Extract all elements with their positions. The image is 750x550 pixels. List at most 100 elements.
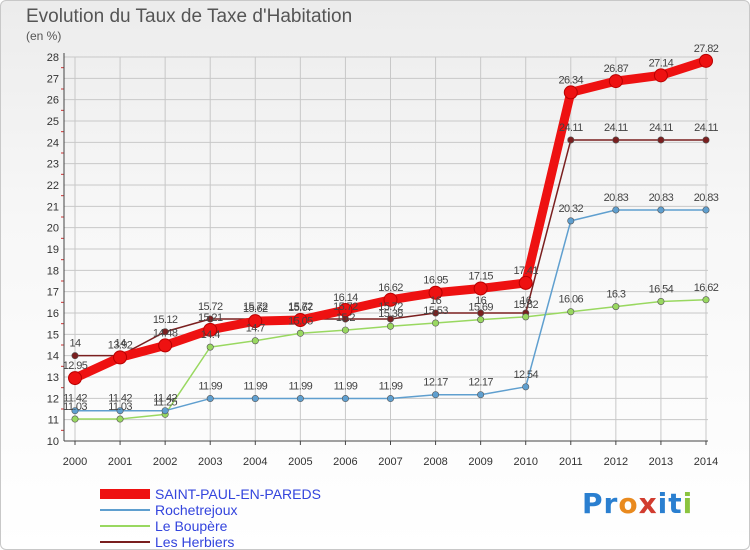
data-label: 11.99 [198,381,222,393]
data-label: 24.11 [604,122,628,134]
y-tick-label: 27 [47,73,59,85]
data-point [71,352,79,360]
data-point [702,136,710,144]
x-tick-label: 2011 [559,456,583,468]
series-lines [68,53,713,423]
data-label: 11.42 [153,393,177,405]
data-point [158,338,173,353]
y-tick-label: 20 [47,223,59,235]
data-point [432,391,440,399]
data-label: 11.99 [379,381,403,393]
data-point [386,395,394,403]
data-label: 20.83 [604,192,629,204]
data-label: 16 [520,295,532,307]
data-point [702,206,710,214]
data-label: 13.92 [108,339,133,351]
data-label: 11.99 [334,381,358,393]
data-point [71,415,79,423]
data-label: 12.17 [468,377,493,389]
data-label: 16.54 [649,283,674,295]
data-label: 11.42 [63,393,87,405]
data-label: 15.72 [333,301,358,313]
data-point [608,74,623,89]
data-point [702,296,710,304]
data-label: 11.03 [63,401,87,413]
data-label: 20.83 [649,192,674,204]
data-label: 24.11 [649,122,673,134]
logo-letter: i [657,487,669,520]
data-label: 16 [475,295,487,307]
data-point [341,326,349,334]
data-label: 12.95 [63,360,88,372]
data-point [386,315,394,323]
data-point [567,308,575,316]
data-point [71,407,79,415]
data-point [567,217,575,225]
data-label: 24.11 [694,122,718,134]
data-label: 14.4 [201,329,220,341]
data-point [612,303,620,311]
x-tick-label: 2012 [604,456,628,468]
logo-letter: x [638,487,658,520]
data-point [383,292,398,307]
x-tick-label: 2005 [288,456,312,468]
data-label: 15.72 [378,301,403,313]
grid-lines [64,56,708,442]
data-label: 15.53 [423,305,448,317]
y-tick-label: 13 [47,372,59,384]
data-label: 15.72 [243,301,268,313]
data-label: 15.72 [288,301,313,313]
data-point [161,328,169,336]
legend-swatch [100,541,150,543]
y-tick-label: 16 [47,308,59,320]
data-point [477,391,485,399]
data-point [293,313,308,328]
legend-swatch [100,509,150,511]
x-tick-label: 2007 [378,456,402,468]
x-tick-label: 2010 [513,456,537,468]
x-tick-label: 2001 [108,456,132,468]
data-point [248,314,263,329]
x-tick-label: 2013 [649,456,673,468]
y-tick-label: 26 [47,95,59,107]
data-label: 14.7 [246,323,265,335]
y-tick-label: 19 [47,244,59,256]
data-point [699,53,713,68]
data-label: 15.62 [243,303,268,315]
data-label: 15.12 [153,314,178,326]
data-label: 16 [430,295,442,307]
y-tick-label: 28 [47,52,59,64]
data-point [563,85,578,100]
logo-letter: i [682,487,694,520]
data-label: 11.99 [243,381,267,393]
legend-label: Rochetrejoux [155,502,238,518]
logo-letter: r [603,487,619,520]
y-tick-label: 22 [47,180,59,192]
y-tick-label: 18 [47,265,59,277]
data-point [116,407,124,415]
legend-label: Le Boupère [155,518,228,534]
data-point [612,206,620,214]
y-tick-label: 24 [47,137,59,149]
data-point [432,319,440,327]
data-label: 11.99 [288,381,312,393]
y-tick-label: 10 [47,436,59,448]
logo-letter: o [618,487,639,520]
axes: 10 11 12 13 14 15 16 17 18 19 20 21 22 23 24 25 26 27 28 20… [47,52,718,468]
data-point [296,329,304,337]
x-tick-label: 2009 [468,456,492,468]
data-point [473,281,488,296]
data-label: 17.15 [468,270,493,282]
data-point [657,297,665,305]
data-point [251,395,259,403]
data-label: 15.69 [468,302,493,314]
y-tick-label: 15 [47,329,59,341]
data-point [522,313,530,321]
x-tick-label: 2014 [694,456,718,468]
data-label: 26.87 [604,63,629,75]
data-point [251,337,259,345]
data-label: 16.95 [423,275,448,287]
proxiti-logo: Proxiti [582,487,693,520]
data-point [116,415,124,423]
legend-swatch [100,525,150,527]
